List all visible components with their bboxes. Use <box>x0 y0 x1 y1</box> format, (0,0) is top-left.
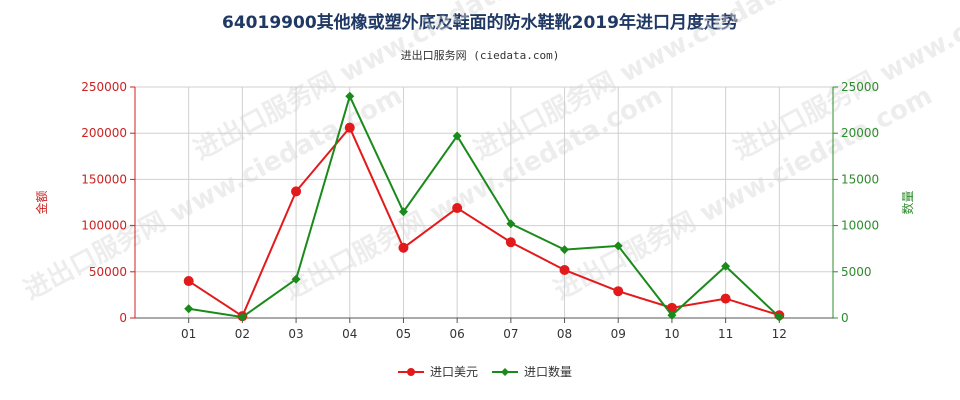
right-tick-label: 20000 <box>841 126 879 140</box>
x-tick-label: 08 <box>557 327 572 341</box>
watermark-text: 进出口服务网 www.ciedata.com <box>469 0 857 166</box>
y-axis-label-right: 数量 <box>900 190 915 214</box>
left-tick-label: 200000 <box>81 126 127 140</box>
series-point-0 <box>183 276 194 287</box>
series-point-1 <box>291 274 301 284</box>
x-tick-label: 09 <box>611 327 626 341</box>
left-tick-label: 150000 <box>81 172 127 186</box>
series-point-1 <box>774 312 784 322</box>
x-tick-label: 10 <box>664 327 679 341</box>
right-tick-label: 25000 <box>841 80 879 94</box>
right-tick-label: 0 <box>841 311 849 325</box>
series-point-0 <box>344 122 355 133</box>
series-point-1 <box>398 207 408 217</box>
chart-subtitle: 进出口服务网 (ciedata.com) <box>400 49 560 62</box>
series-point-1 <box>237 312 247 322</box>
y-axis-label-left: 金额 <box>34 190 49 214</box>
series-point-1 <box>184 304 194 314</box>
legend-marker <box>501 368 509 376</box>
right-tick-label: 5000 <box>841 265 872 279</box>
series-point-0 <box>291 186 302 197</box>
series-point-0 <box>666 302 677 313</box>
right-tick-label: 10000 <box>841 219 879 233</box>
left-tick-label: 250000 <box>81 80 127 94</box>
series-point-0 <box>559 264 570 275</box>
series-point-1 <box>560 245 570 255</box>
x-tick-label: 12 <box>772 327 787 341</box>
series-point-1 <box>506 219 516 229</box>
x-tick-label: 11 <box>718 327 733 341</box>
x-tick-label: 04 <box>342 327 357 341</box>
x-tick-label: 01 <box>181 327 196 341</box>
series-point-1 <box>452 131 462 141</box>
left-tick-label: 0 <box>119 311 127 325</box>
chart-title: 64019900其他橡或塑外底及鞋面的防水鞋靴2019年进口月度走势 <box>222 13 738 33</box>
series-point-0 <box>720 293 731 304</box>
series-point-1 <box>345 91 355 101</box>
series-point-1 <box>667 310 677 320</box>
series-point-0 <box>505 237 516 248</box>
series-point-0 <box>613 286 624 297</box>
x-tick-label: 03 <box>288 327 303 341</box>
legend-label: 进口数量 <box>524 364 572 379</box>
series-point-1 <box>613 241 623 251</box>
series-point-1 <box>721 261 731 271</box>
series-point-0 <box>452 203 463 214</box>
x-tick-label: 02 <box>235 327 250 341</box>
legend-label: 进口美元 <box>430 365 478 379</box>
x-tick-label: 05 <box>396 327 411 341</box>
x-tick-label: 07 <box>503 327 518 341</box>
right-tick-label: 15000 <box>841 172 879 186</box>
left-tick-label: 50000 <box>89 265 127 279</box>
legend-marker <box>407 368 415 376</box>
series-line-1 <box>188 93 780 319</box>
series-point-0 <box>398 242 409 253</box>
left-tick-label: 100000 <box>81 219 127 233</box>
x-tick-label: 06 <box>450 327 465 341</box>
